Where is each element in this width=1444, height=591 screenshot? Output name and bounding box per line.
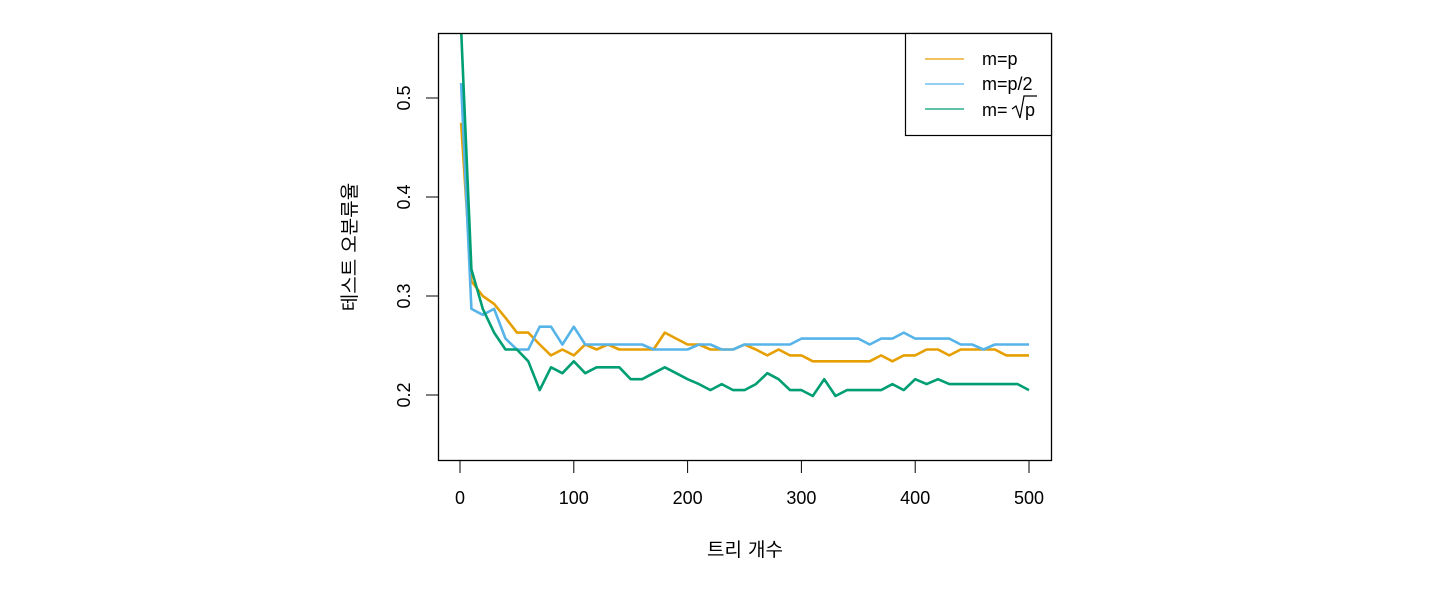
x-tick-label: 300: [786, 488, 816, 508]
x-tick-label: 200: [673, 488, 703, 508]
legend-label-m-sqrt-p: m= p: [982, 95, 1037, 120]
series-layer: [459, 34, 1030, 398]
radical-sign-icon: [1011, 95, 1037, 119]
x-tick-label: 500: [1014, 488, 1044, 508]
legend-label-radicand: p: [1025, 100, 1035, 120]
y-axis: 0.2 0.3 0.4 0.5: [394, 85, 439, 408]
legend-label-m-p-half: m=p/2: [982, 74, 1033, 94]
series-line-1: [459, 83, 1029, 351]
x-tick-label: 400: [900, 488, 930, 508]
y-tick-label: 0.4: [394, 184, 414, 209]
y-tick-label: 0.5: [394, 85, 414, 110]
y-tick-label: 0.3: [394, 283, 414, 308]
x-tick-label: 100: [559, 488, 589, 508]
legend-label-prefix: m=: [982, 100, 1008, 120]
legend: m=p m=p/2 m= p: [904, 32, 1053, 137]
x-tick-label: 0: [455, 488, 465, 508]
series-line-2: [460, 34, 1030, 398]
y-tick-label: 0.2: [394, 382, 414, 407]
x-axis-title: 트리 개수: [707, 539, 783, 561]
x-axis: 0 100 200 300 400 500: [455, 460, 1044, 508]
y-axis-title: 테스트 오분류율: [339, 183, 361, 311]
legend-label-m-p: m=p: [982, 49, 1018, 69]
